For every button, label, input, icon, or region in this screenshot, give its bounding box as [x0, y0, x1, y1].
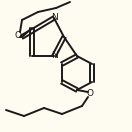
Text: O: O: [86, 89, 93, 98]
Text: N: N: [51, 51, 57, 60]
Text: N: N: [51, 13, 57, 22]
Text: O: O: [15, 30, 22, 39]
